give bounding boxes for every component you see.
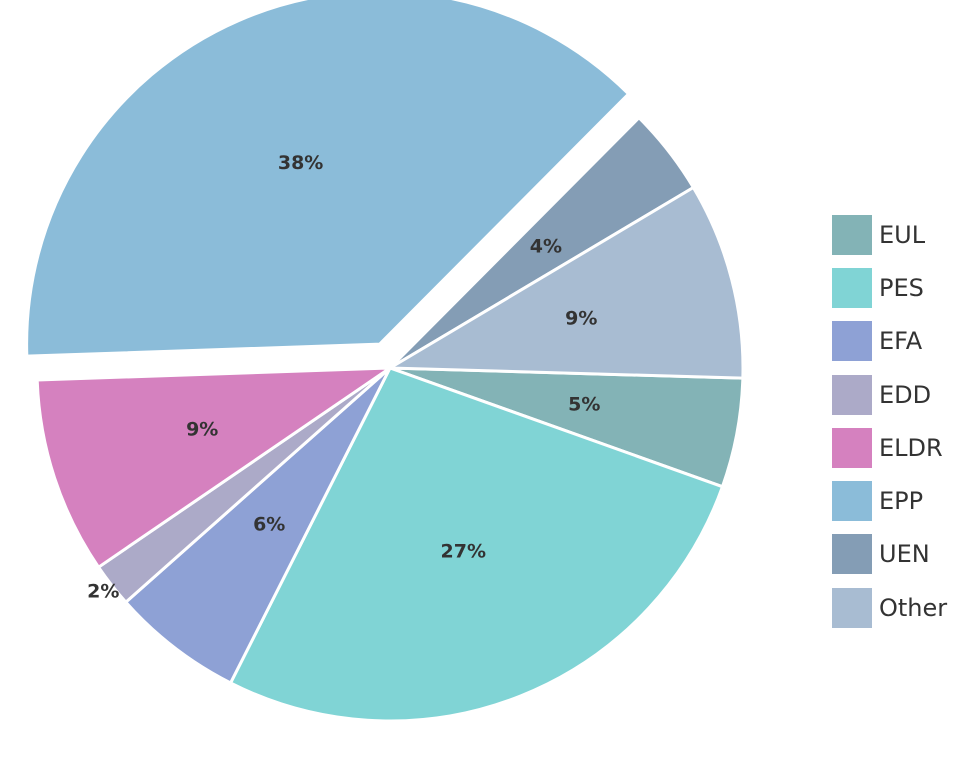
legend-label: EUL	[879, 220, 926, 249]
legend-item: EFA	[832, 315, 947, 368]
legend-label: PES	[879, 273, 924, 302]
pie-label-uen: 4%	[530, 235, 562, 257]
legend-swatch	[832, 481, 872, 522]
pie-label-other: 9%	[565, 307, 597, 329]
pie-label-edd: 2%	[87, 581, 119, 603]
pie-slice-pes	[229, 366, 724, 723]
pie-slice-eldr	[35, 366, 392, 569]
legend-item: EDD	[832, 368, 947, 421]
legend-label: ELDR	[879, 433, 943, 462]
legend-swatch	[832, 267, 872, 308]
legend-item: ELDR	[832, 421, 947, 474]
pie-label-eul: 5%	[568, 394, 600, 416]
legend: EUL PES EFA EDD ELDR EPP UEN Other	[832, 208, 947, 634]
legend-label: EFA	[879, 327, 923, 356]
legend-label: Other	[879, 593, 948, 622]
legend-item: EPP	[832, 474, 947, 527]
pie-slice-other	[388, 186, 745, 380]
legend-item: UEN	[832, 528, 947, 581]
legend-swatch	[832, 374, 872, 415]
pie-slice-efa	[124, 366, 392, 685]
legend-swatch	[832, 427, 872, 468]
legend-swatch	[832, 321, 872, 362]
legend-label: EDD	[879, 380, 932, 409]
legend-swatch	[832, 587, 872, 628]
pie-slice-epp	[25, 0, 631, 358]
pie-label-efa: 6%	[253, 514, 285, 536]
legend-swatch	[832, 534, 872, 575]
pie-label-epp: 38%	[278, 152, 323, 174]
legend-item: PES	[832, 261, 947, 314]
legend-swatch	[832, 214, 872, 255]
legend-item: EUL	[832, 208, 947, 261]
pie-label-pes: 27%	[441, 541, 486, 563]
legend-label: UEN	[879, 540, 930, 569]
legend-item: Other	[832, 581, 947, 634]
legend-label: EPP	[879, 487, 924, 516]
pie-label-eldr: 9%	[186, 419, 218, 441]
